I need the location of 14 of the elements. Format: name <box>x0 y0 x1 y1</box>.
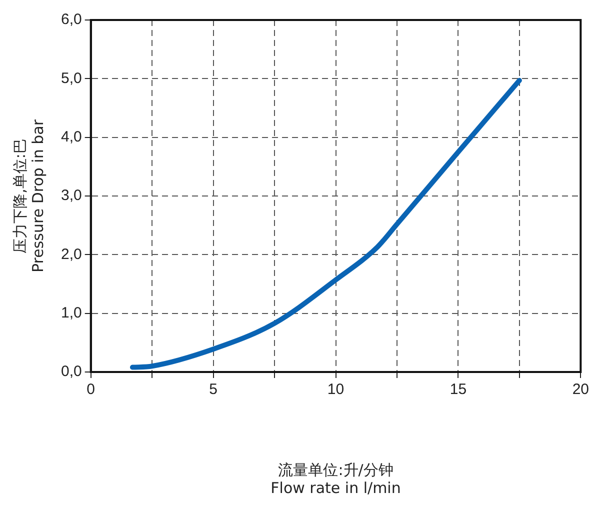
y-tick-label: 1,0 <box>60 304 82 322</box>
x-tick-label: 0 <box>86 381 96 398</box>
y-tick-label: 4,0 <box>60 128 82 146</box>
y-tick-label: 3,0 <box>60 187 82 204</box>
y-tick-label: 0,0 <box>60 363 82 380</box>
x-axis-title: 流量单位:升/分钟 Flow rate in l/min <box>270 460 401 497</box>
x-tick-label: 5 <box>209 381 218 398</box>
y-tick-label: 6,0 <box>60 11 82 28</box>
x-tick-label: 20 <box>572 381 589 398</box>
y-axis-title: 压力下降,单位:巴 Pressure Drop in bar <box>10 118 47 272</box>
y-tick-label: 2,0 <box>60 246 82 263</box>
x-tick-label: 15 <box>450 381 467 398</box>
x-tick-label: 10 <box>327 381 344 398</box>
y-tick-label: 5,0 <box>60 70 82 87</box>
